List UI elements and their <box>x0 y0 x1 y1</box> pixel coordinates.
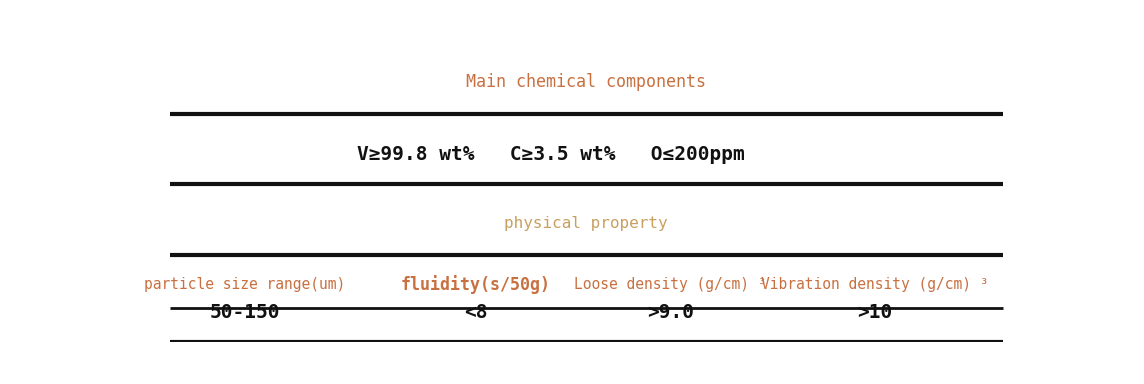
Text: particle size range(um): particle size range(um) <box>144 276 345 291</box>
Text: >10: >10 <box>857 303 892 322</box>
Text: 50-150: 50-150 <box>209 303 280 322</box>
Text: <8: <8 <box>463 303 487 322</box>
Text: V≥99.8 wt%   C≥3.5 wt%   O≤200ppm: V≥99.8 wt% C≥3.5 wt% O≤200ppm <box>357 144 745 164</box>
Text: Vibration density (g/cm) ³: Vibration density (g/cm) ³ <box>761 276 988 291</box>
Text: Main chemical components: Main chemical components <box>467 73 706 91</box>
Text: fluidity(s/50g): fluidity(s/50g) <box>400 275 550 294</box>
Text: physical property: physical property <box>505 216 668 231</box>
Text: >9.0: >9.0 <box>648 303 694 322</box>
Text: Loose density (g/cm) ³: Loose density (g/cm) ³ <box>574 276 766 291</box>
